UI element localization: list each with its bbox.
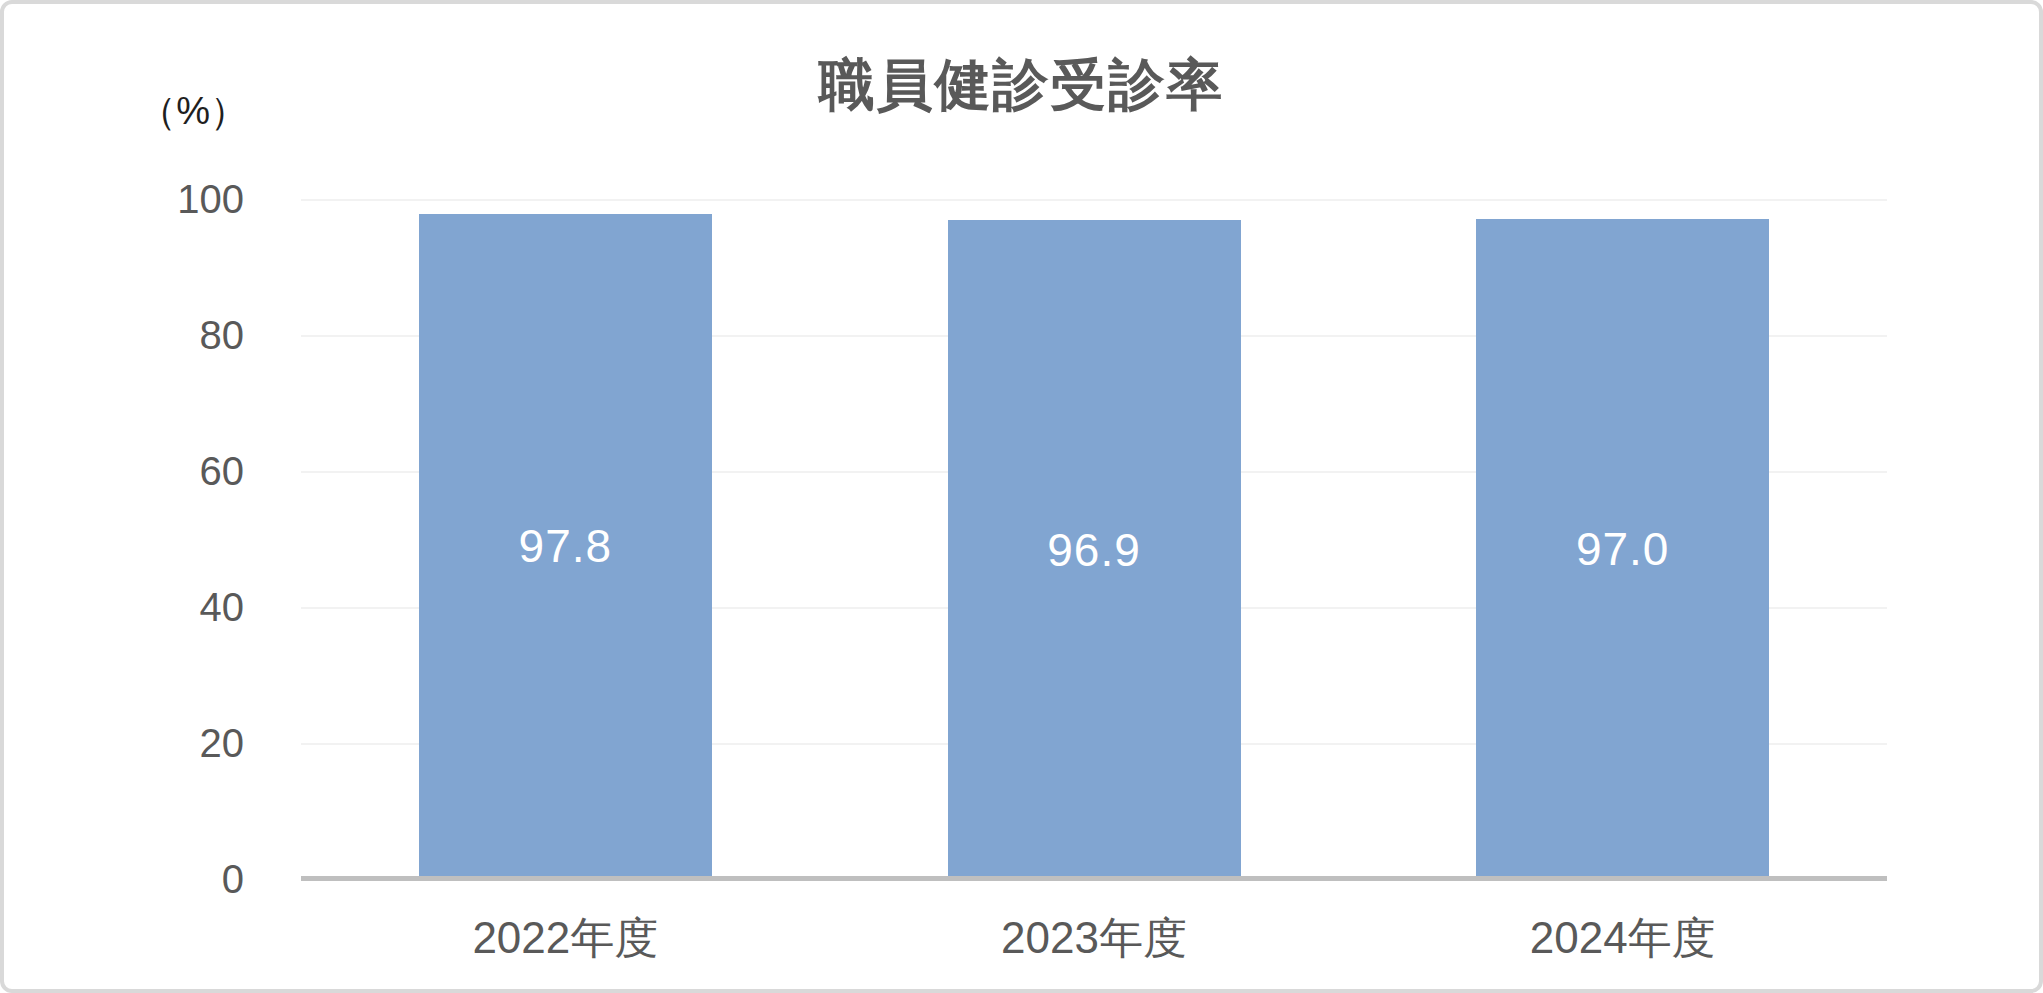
- y-tick-label: 100: [64, 175, 244, 223]
- bar-slot: 97.0: [1358, 199, 1887, 879]
- y-tick-label: 60: [64, 447, 244, 495]
- y-tick-label: 0: [64, 855, 244, 903]
- chart-title: 職員健診受診率: [4, 48, 2039, 124]
- bar-slot: 96.9: [830, 199, 1359, 879]
- y-tick-label: 40: [64, 583, 244, 631]
- bar-2022: 97.8: [419, 214, 712, 879]
- bar-2023: 96.9: [948, 220, 1241, 879]
- y-tick-label: 20: [64, 719, 244, 767]
- bar-slot: 97.8: [301, 199, 830, 879]
- bar-2024: 97.0: [1476, 219, 1769, 879]
- x-tick-label-2023: 2023年度: [830, 909, 1359, 968]
- x-axis: 2022年度 2023年度 2024年度: [301, 909, 1887, 968]
- bar-value-label: 97.0: [1576, 522, 1670, 576]
- chart-container: 職員健診受診率 （%） 100 80 60 40 20 0 97.8 96.9: [0, 0, 2043, 993]
- plot-area: 97.8 96.9 97.0: [301, 199, 1887, 879]
- y-tick-label: 80: [64, 311, 244, 359]
- bar-series: 97.8 96.9 97.0: [301, 199, 1887, 879]
- bar-value-label: 96.9: [1047, 523, 1141, 577]
- y-axis-unit-label: （%）: [124, 86, 248, 137]
- x-tick-label-2024: 2024年度: [1358, 909, 1887, 968]
- x-tick-label-2022: 2022年度: [301, 909, 830, 968]
- x-axis-line: [301, 876, 1887, 881]
- bar-value-label: 97.8: [519, 519, 613, 573]
